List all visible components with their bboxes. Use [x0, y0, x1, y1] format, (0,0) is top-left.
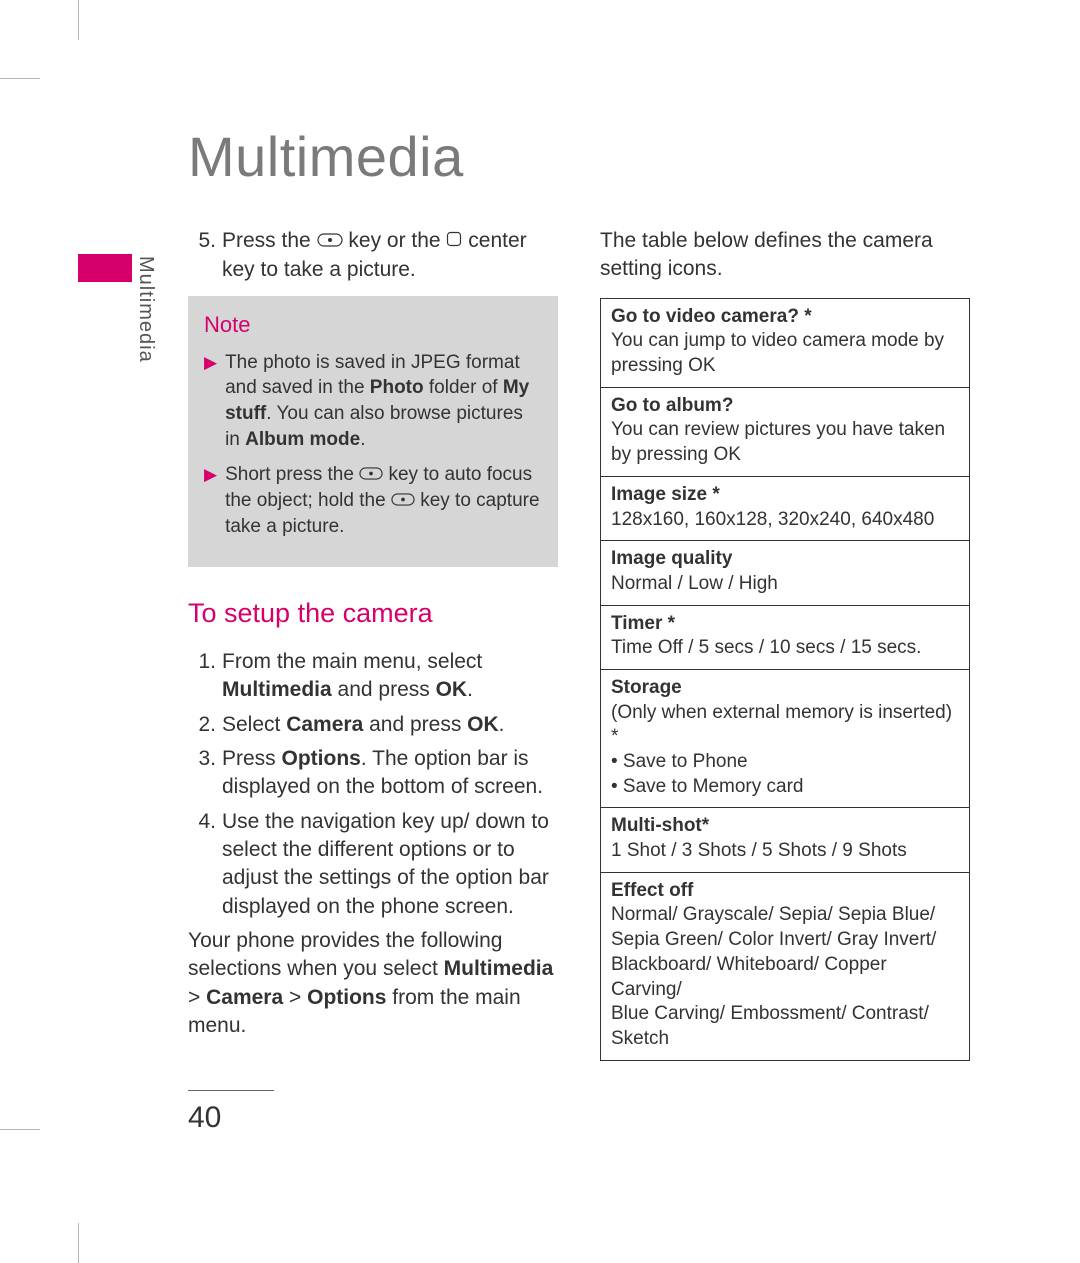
- triangle-bullet-icon: ▶: [204, 352, 217, 453]
- camera-key-icon: [317, 227, 343, 255]
- step-text: Press Options. The option bar is display…: [222, 745, 558, 802]
- setting-title: Go to video camera? *: [611, 305, 959, 330]
- table-row: Image qualityNormal / Low / High: [601, 541, 970, 605]
- step-number: 1.: [188, 648, 216, 705]
- table-cell: Go to video camera? *You can jump to vid…: [601, 298, 970, 387]
- crop-mark: [78, 1223, 79, 1263]
- center-key-icon: [446, 227, 462, 255]
- section-subhead: To setup the camera: [188, 595, 558, 631]
- closing-paragraph: Your phone provides the following select…: [188, 927, 558, 1040]
- table-cell: Image qualityNormal / Low / High: [601, 541, 970, 605]
- step-number: 5.: [188, 227, 216, 284]
- body-columns: 5. Press the key or the center key to ta…: [188, 227, 1002, 1061]
- table-row: Image size *128x160, 160x128, 320x240, 6…: [601, 476, 970, 540]
- table-intro: The table below defines the camera setti…: [600, 227, 970, 284]
- note-item: ▶Short press the key to auto focus the o…: [204, 462, 542, 539]
- note-item: ▶The photo is saved in JPEG format and s…: [204, 350, 542, 453]
- settings-table: Go to video camera? *You can jump to vid…: [600, 298, 970, 1061]
- step-text: Use the navigation key up/ down to selec…: [222, 808, 558, 921]
- table-row: Timer *Time Off / 5 secs / 10 secs / 15 …: [601, 605, 970, 669]
- table-row: Go to album?You can review pictures you …: [601, 387, 970, 476]
- setting-title: Multi-shot*: [611, 814, 959, 839]
- page-number: 40: [188, 1101, 221, 1135]
- setting-title: Go to album?: [611, 394, 959, 419]
- table-row: Go to video camera? *You can jump to vid…: [601, 298, 970, 387]
- crop-mark: [0, 78, 40, 79]
- step-text: Select Camera and press OK.: [222, 711, 558, 739]
- table-cell: Effect offNormal/ Grayscale/ Sepia/ Sepi…: [601, 872, 970, 1060]
- table-cell: Multi-shot*1 Shot / 3 Shots / 5 Shots / …: [601, 808, 970, 872]
- table-row: Effect offNormal/ Grayscale/ Sepia/ Sepi…: [601, 872, 970, 1060]
- footer-rule: [188, 1090, 274, 1091]
- table-row: Multi-shot*1 Shot / 3 Shots / 5 Shots / …: [601, 808, 970, 872]
- note-title: Note: [204, 310, 542, 340]
- crop-mark: [78, 0, 79, 40]
- crop-mark: [0, 1129, 40, 1130]
- note-box: Note ▶The photo is saved in JPEG format …: [188, 296, 558, 567]
- table-cell: Timer *Time Off / 5 secs / 10 secs / 15 …: [601, 605, 970, 669]
- page: Multimedia Multimedia 5. Press the key o…: [78, 78, 1002, 1061]
- table-cell: Go to album?You can review pictures you …: [601, 387, 970, 476]
- setting-title: Image quality: [611, 547, 959, 572]
- setup-step: 4.Use the navigation key up/ down to sel…: [188, 808, 558, 921]
- setting-title: Effect off: [611, 879, 959, 904]
- setup-step: 1.From the main menu, select Multimedia …: [188, 648, 558, 705]
- setting-title: Image size *: [611, 483, 959, 508]
- table-row: Storage(Only when external memory is ins…: [601, 669, 970, 807]
- step-number: 2.: [188, 711, 216, 739]
- page-title: Multimedia: [188, 124, 1002, 189]
- step-number: 4.: [188, 808, 216, 921]
- side-label: Multimedia: [134, 256, 157, 363]
- camera-key-icon: [391, 488, 415, 514]
- step-text: From the main menu, select Multimedia an…: [222, 648, 558, 705]
- left-column: 5. Press the key or the center key to ta…: [188, 227, 558, 1061]
- step-5: 5. Press the key or the center key to ta…: [188, 227, 558, 284]
- step-number: 3.: [188, 745, 216, 802]
- setup-step: 2.Select Camera and press OK.: [188, 711, 558, 739]
- step-text: Press the key or the center key to take …: [222, 227, 558, 284]
- table-cell: Image size *128x160, 160x128, 320x240, 6…: [601, 476, 970, 540]
- setting-title: Timer *: [611, 612, 959, 637]
- triangle-bullet-icon: ▶: [204, 464, 217, 539]
- setting-title: Storage: [611, 676, 959, 701]
- setup-step: 3.Press Options. The option bar is displ…: [188, 745, 558, 802]
- section-tab: [78, 254, 132, 282]
- table-cell: Storage(Only when external memory is ins…: [601, 669, 970, 807]
- right-column: The table below defines the camera setti…: [600, 227, 970, 1061]
- camera-key-icon: [359, 462, 383, 488]
